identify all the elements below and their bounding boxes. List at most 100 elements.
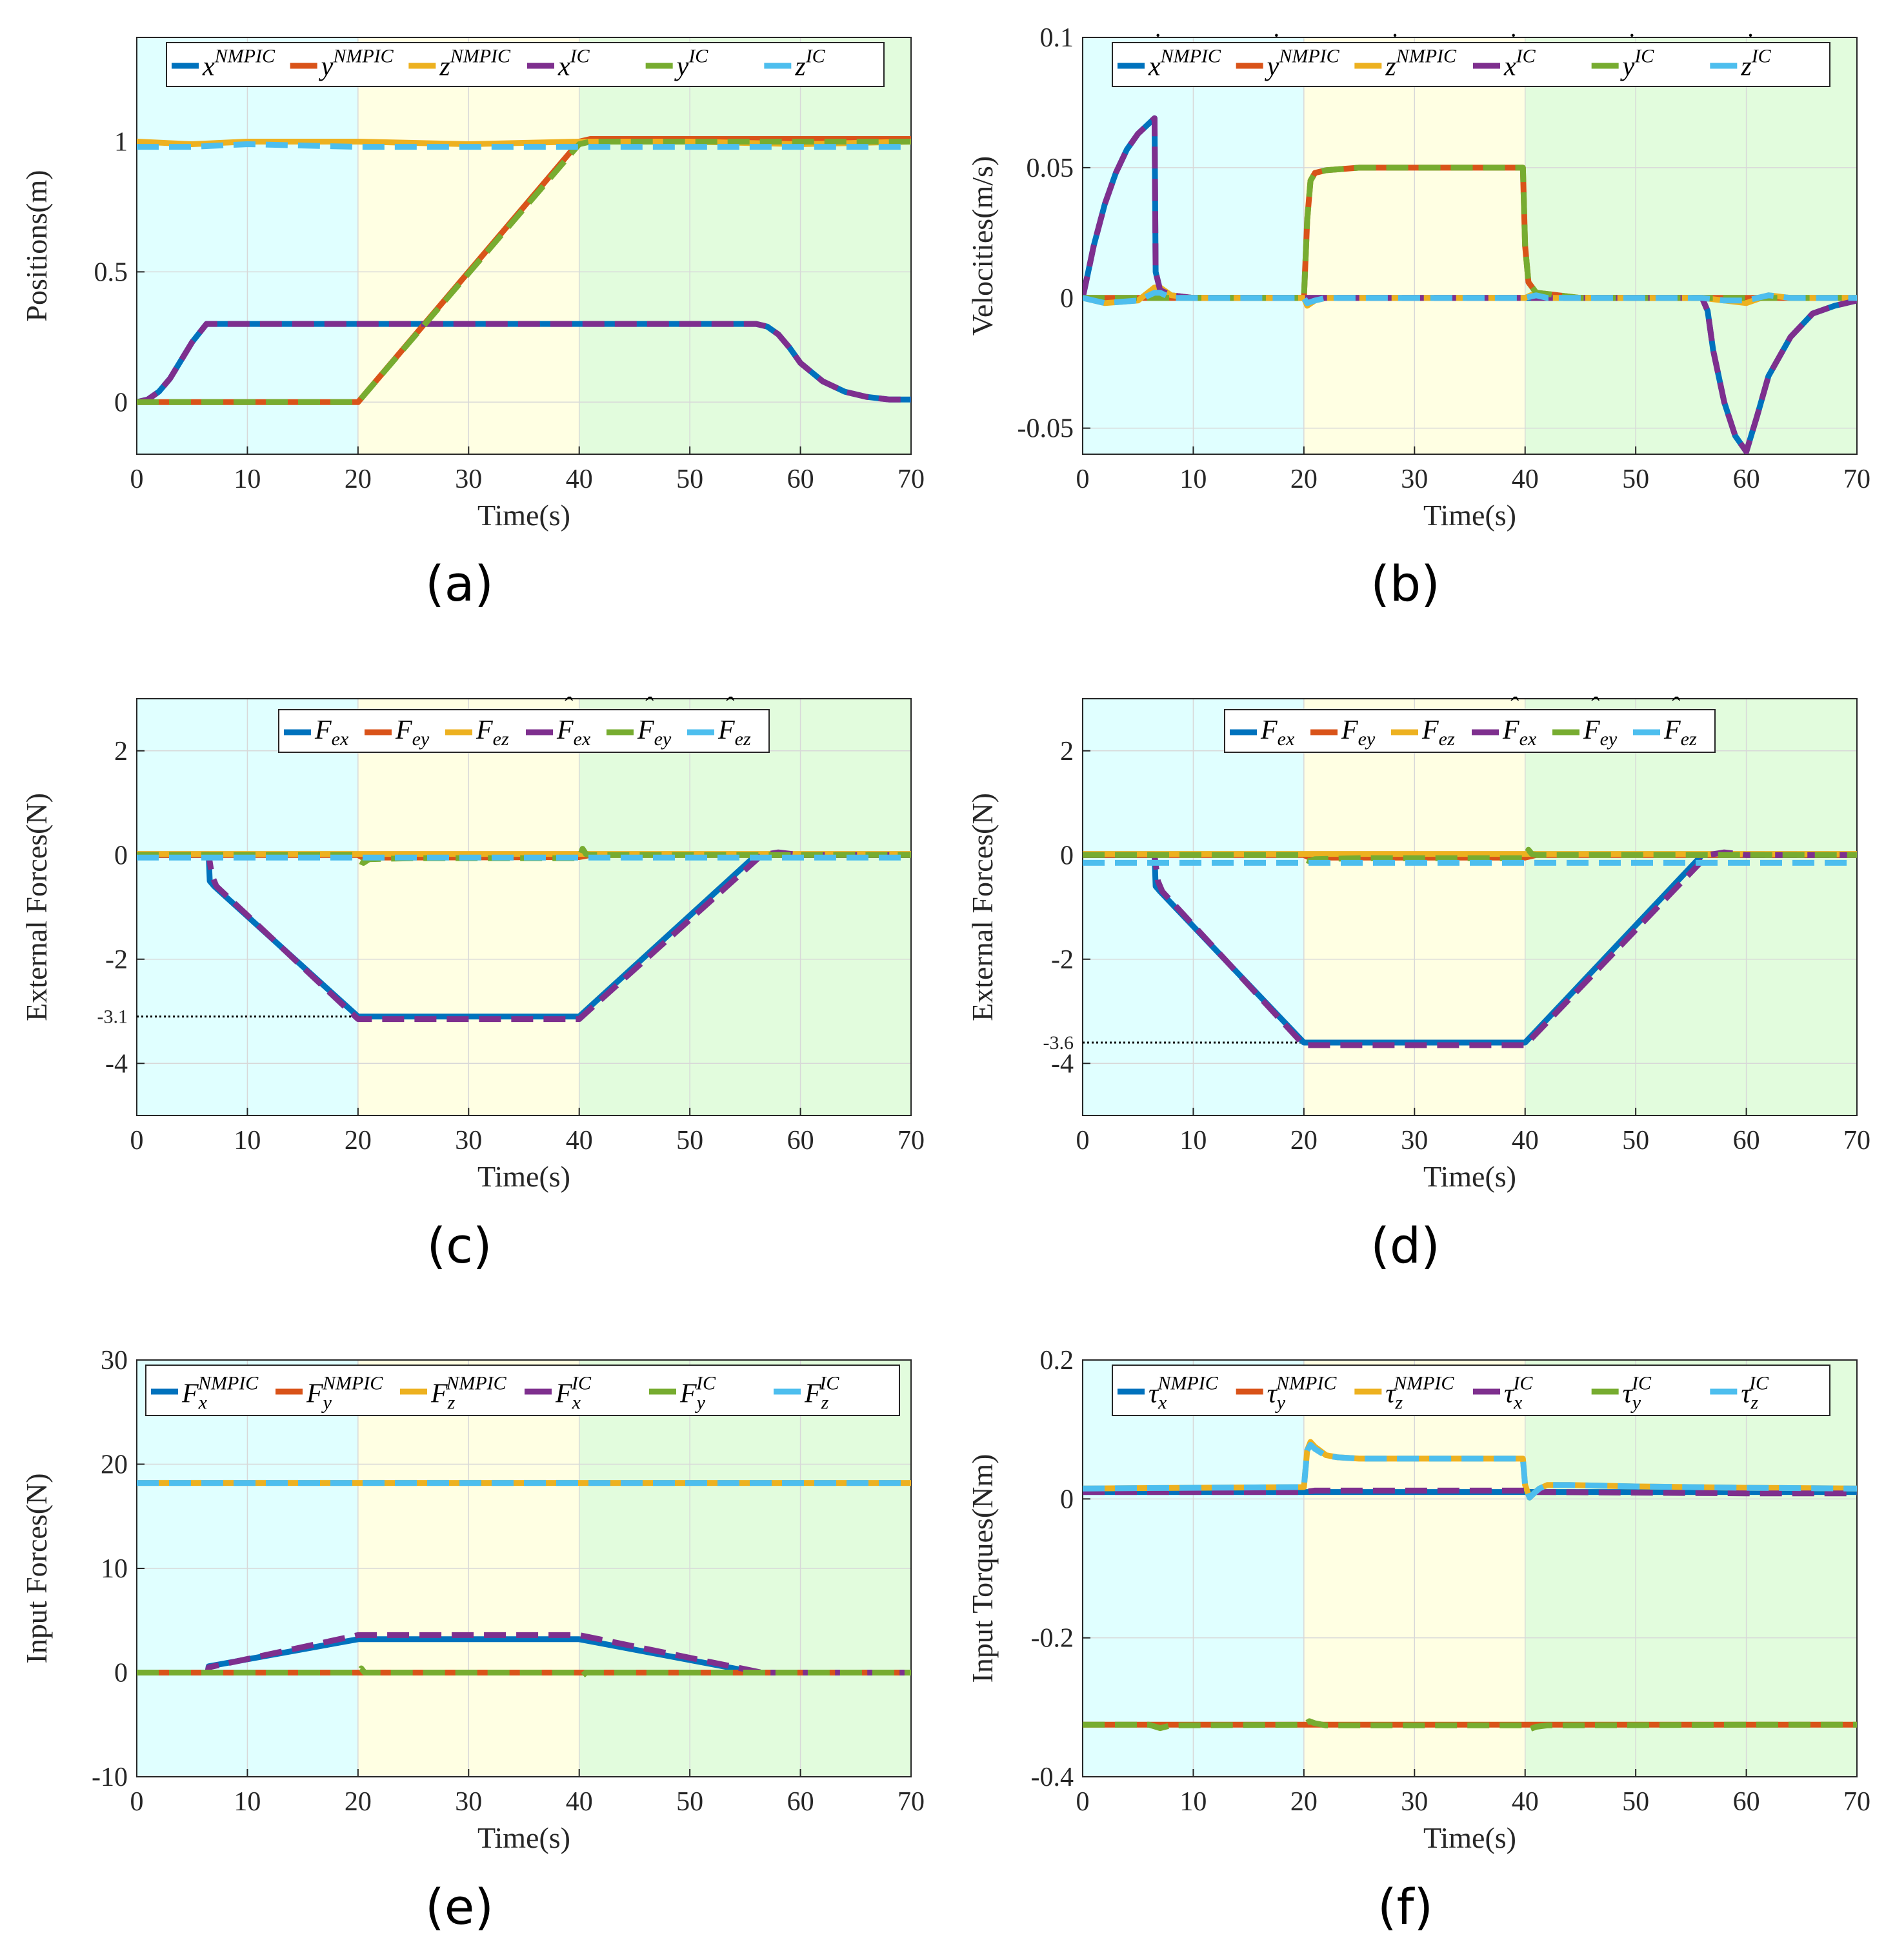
x-tick-label: 40	[566, 465, 593, 494]
x-tick-label: 40	[1512, 1126, 1539, 1155]
y-tick-label: 0	[114, 1659, 128, 1688]
y-tick-label: 0.1	[1040, 23, 1074, 53]
legend-entry-6: zIC	[1740, 45, 1771, 81]
legend-accent: ˙	[1389, 28, 1398, 58]
series-line-5	[1083, 165, 1857, 301]
x-tick-label: 30	[1401, 1787, 1428, 1817]
legend-entry-3: Fez	[1421, 715, 1455, 750]
series-group	[1083, 115, 1857, 454]
y-tick-label: 0.05	[1027, 154, 1074, 183]
x-tick-label: 70	[897, 1126, 925, 1155]
y-tick-label: 0.5	[94, 257, 128, 287]
axes-box	[1082, 1359, 1858, 1777]
series-line-5	[137, 139, 911, 405]
legend-accent: ˆ	[563, 692, 573, 722]
series-group	[1083, 1439, 1857, 1732]
legend-entry-6: Fez	[717, 715, 751, 750]
x-tick-label: 70	[1843, 1787, 1870, 1817]
x-tick-label: 50	[1622, 1787, 1649, 1817]
y-tick-label: 2	[114, 737, 128, 766]
legend-entry-2: yNMPIC	[1265, 45, 1340, 81]
legend-entry-2: Fey	[1341, 715, 1376, 750]
y-tick-label: -2	[105, 945, 128, 975]
y-tick-label: 30	[101, 1346, 128, 1375]
x-tick-label: 30	[455, 1787, 482, 1817]
x-tick-label: 10	[234, 1126, 261, 1155]
series-line-5	[1083, 846, 1857, 865]
legend-entry-4: FxIC	[555, 1373, 592, 1414]
series-line-5	[137, 1665, 911, 1679]
panel-caption: (e)	[425, 1878, 494, 1935]
x-tick-label: 70	[897, 465, 925, 494]
phase-band-3	[1525, 1360, 1857, 1777]
y-axis-label: Positions(m)	[20, 170, 53, 321]
series-group	[137, 1480, 911, 1679]
reference-label: -3.1	[97, 1006, 128, 1028]
x-tick-label: 0	[1076, 1787, 1090, 1817]
y-tick-label: 1	[114, 128, 128, 157]
x-tick-label: 20	[345, 1126, 372, 1155]
x-tick-label: 50	[1622, 1126, 1649, 1155]
legend-entry-1: Fex	[314, 715, 349, 750]
series-line-4	[1083, 1487, 1857, 1497]
legend-entry-3: zNMPIC	[439, 45, 511, 81]
legend-entry-1: xNMPIC	[202, 45, 276, 81]
legend-entry-4: xIC	[557, 45, 590, 81]
legend-entry-4: Fex	[556, 715, 591, 750]
legend-entry-3: τzNMPIC	[1385, 1373, 1454, 1414]
chart-panel-b: 0 10 20 30 40 50 60 70-0.0500.050.1Time(s)Veloc…	[966, 23, 1870, 612]
x-tick-label: 30	[455, 1126, 482, 1155]
x-axis-label: Time(s)	[477, 1821, 570, 1854]
legend-entry-5: FyIC	[679, 1373, 716, 1414]
x-tick-label: 20	[1290, 1787, 1318, 1817]
legend: FxNMPIC FyNMPIC FzNMPIC FxIC FyIC FzIC	[145, 1365, 900, 1416]
chart-panel-c: 0 10 20 30 40 50 60 70 -4 -2 0 2 Time(s) External For…	[20, 692, 925, 1274]
panel-caption: (a)	[425, 555, 494, 612]
legend-accent: ˆ	[643, 692, 654, 722]
legend-entry-2: yNMPIC	[319, 45, 394, 81]
x-axis-label: Time(s)	[1423, 1160, 1516, 1193]
x-tick-label: 30	[455, 465, 482, 494]
axes-box	[1082, 698, 1858, 1116]
y-tick-label: 10	[101, 1554, 128, 1584]
x-tick-label: 50	[676, 465, 703, 494]
legend-entry-1: Fex	[1260, 715, 1295, 750]
x-axis-label: Time(s)	[477, 499, 570, 532]
x-tick-label: 10	[1179, 465, 1207, 494]
legend-accent: ˙	[1744, 28, 1753, 58]
series-line-5	[1083, 1718, 1857, 1732]
y-tick-label: 0	[1060, 1485, 1074, 1514]
legend-box	[278, 709, 770, 753]
chart-panel-f: 0 10 20 30 40 50 60 70 -0.4 -0.2 0 0.2 Time(s) Input …	[966, 1346, 1870, 1935]
panel-caption: (b)	[1370, 555, 1440, 612]
y-tick-label: 0	[1060, 841, 1074, 870]
x-tick-label: 60	[1733, 1787, 1760, 1817]
x-tick-label: 30	[1401, 465, 1428, 494]
y-tick-label: 2	[1060, 737, 1074, 766]
legend-entry-2: τyNMPIC	[1267, 1373, 1338, 1414]
x-tick-label: 60	[1733, 1126, 1760, 1155]
x-tick-label: 0	[130, 1126, 144, 1155]
legend-accent: ˆ	[1509, 692, 1519, 722]
legend-entry-3: FzNMPIC	[430, 1373, 507, 1414]
y-axis-label: Input Forces(N)	[20, 1473, 53, 1663]
y-tick-label: -0.2	[1031, 1624, 1074, 1654]
y-tick-label: -0.05	[1018, 414, 1074, 444]
legend-accent: ˙	[1270, 28, 1279, 58]
y-axis-label: Velocities(m/s)	[966, 156, 999, 336]
x-tick-label: 0	[130, 465, 144, 494]
series-line-6	[1083, 1441, 1857, 1501]
y-tick-label: 0.2	[1040, 1346, 1074, 1375]
x-tick-label: 10	[1179, 1787, 1207, 1817]
x-tick-label: 60	[1733, 465, 1760, 494]
legend-accent: ˆ	[1670, 692, 1680, 722]
series-line-6	[137, 141, 911, 150]
axes-box	[1082, 37, 1858, 455]
y-tick-label: -4	[105, 1049, 128, 1079]
x-tick-label: 0	[1076, 1126, 1090, 1155]
y-tick-label: 0	[114, 388, 128, 417]
